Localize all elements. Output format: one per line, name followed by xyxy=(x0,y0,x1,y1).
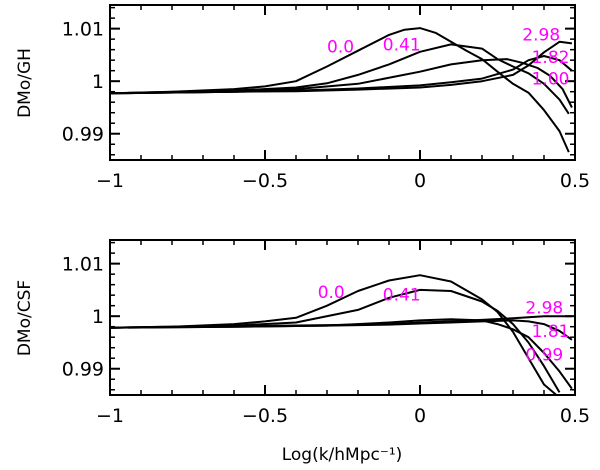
bottom-y-tick-labels: 0.99 1 1.01 xyxy=(62,254,104,381)
top-annotation-3: 1.82 xyxy=(532,48,570,68)
top-annotation-2: 2.98 xyxy=(522,26,560,46)
top-annotation-0: 0.0 xyxy=(327,37,354,57)
top-annotation-1: 0.41 xyxy=(383,36,421,56)
top-panel: 0.99 1 1.01 −1 −0.5 0 0.5 0.0 0.41 2.981.821.00… xyxy=(15,4,590,192)
bottom-ytick-label-0: 0.99 xyxy=(62,359,104,381)
top-ytick-label-2: 1.01 xyxy=(62,19,104,41)
top-x-tick-labels: −1 −0.5 0 0.5 xyxy=(96,170,590,192)
x-axis-title: Log(k/hMpc⁻¹) xyxy=(282,445,403,465)
top-annotations: 0.0 0.41 2.981.821.00 xyxy=(327,26,569,90)
bottom-xtick-label-2: 0 xyxy=(414,405,426,427)
bottom-x-tick-labels: −1 −0.5 0 0.5 xyxy=(96,405,590,427)
top-ytick-label-1: 1 xyxy=(92,71,104,93)
bottom-xtick-label-0: −1 xyxy=(96,405,124,427)
top-series-1 xyxy=(109,43,570,115)
top-xtick-label-2: 0 xyxy=(414,170,426,192)
top-ytick-label-0: 0.99 xyxy=(62,124,104,146)
top-xtick-label-3: 0.5 xyxy=(560,170,590,192)
top-xtick-label-0: −1 xyxy=(96,170,124,192)
bottom-y-axis-title: DMo/CSF xyxy=(15,280,35,356)
top-plot-frame xyxy=(109,4,576,161)
bottom-xtick-label-3: 0.5 xyxy=(560,405,590,427)
bottom-plot-frame xyxy=(109,239,576,396)
bottom-series-0 xyxy=(109,274,558,396)
bottom-curves xyxy=(109,274,573,396)
bottom-ytick-label-2: 1.01 xyxy=(62,254,104,276)
bottom-xtick-label-1: −0.5 xyxy=(242,405,288,427)
top-annotation-4: 1.00 xyxy=(532,69,570,89)
bottom-annotation-2: 2.98 xyxy=(525,299,563,319)
bottom-series-2 xyxy=(109,318,573,390)
bottom-ytick-label-1: 1 xyxy=(92,306,104,328)
bottom-ticks xyxy=(109,240,576,395)
bottom-annotations: 0.0 0.41 2.98 1.81 0.99 xyxy=(318,283,570,366)
bottom-series-1 xyxy=(109,288,561,393)
top-xtick-label-1: −0.5 xyxy=(242,170,288,192)
bottom-panel: 0.99 1 1.01 −1 −0.5 0 0.5 0.0 0.41 2.98 1.81 0.99… xyxy=(15,239,590,427)
top-series-0 xyxy=(109,27,570,153)
top-y-axis-title: DMo/GH xyxy=(15,48,35,118)
top-series-4 xyxy=(109,40,573,95)
bottom-annotation-4: 0.99 xyxy=(525,345,563,365)
bottom-series-4 xyxy=(109,315,572,329)
top-series-2 xyxy=(109,58,573,108)
bottom-series-3 xyxy=(109,319,573,341)
bottom-annotation-1: 0.41 xyxy=(383,285,421,305)
top-curves xyxy=(109,27,573,153)
top-y-tick-labels: 0.99 1 1.01 xyxy=(62,19,104,146)
top-ticks xyxy=(109,5,576,160)
bottom-annotation-0: 0.0 xyxy=(318,283,345,303)
bottom-annotation-3: 1.81 xyxy=(532,322,570,342)
